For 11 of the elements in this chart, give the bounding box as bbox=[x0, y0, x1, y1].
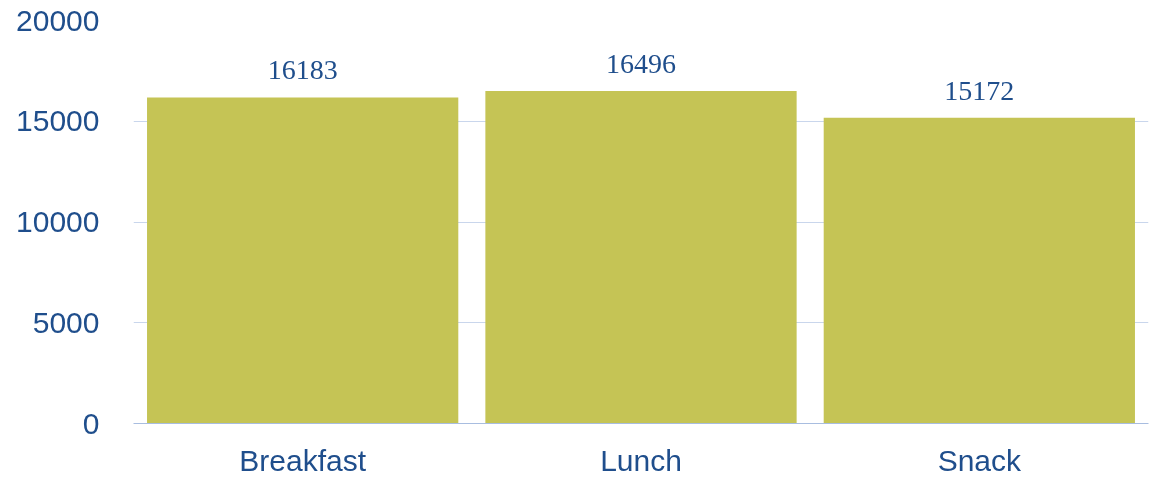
y-tick-label: 15000 bbox=[16, 104, 100, 138]
y-tick-label: 20000 bbox=[16, 3, 100, 37]
y-tick-label: 0 bbox=[82, 406, 100, 440]
data-label: 16496 bbox=[606, 48, 676, 80]
x-tick-label: Snack bbox=[937, 443, 1023, 477]
data-label: 15172 bbox=[944, 74, 1015, 106]
y-tick-label: 5000 bbox=[32, 305, 100, 339]
data-label: 16183 bbox=[267, 54, 338, 86]
y-tick-label: 10000 bbox=[16, 205, 100, 238]
x-tick-label: Breakfast bbox=[239, 443, 367, 477]
x-tick-label: Lunch bbox=[600, 443, 682, 477]
